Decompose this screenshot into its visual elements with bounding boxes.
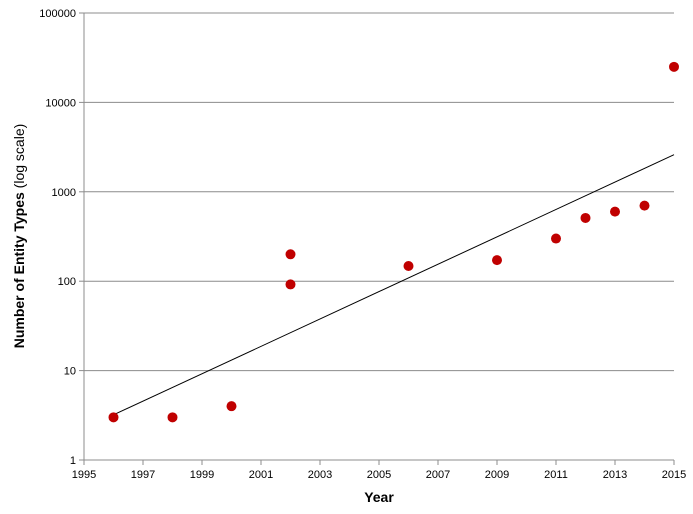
axes (79, 12, 675, 465)
x-tick-label: 2001 (249, 469, 273, 481)
data-point (669, 61, 679, 72)
x-tick-label: 1997 (131, 469, 155, 481)
data-point (610, 206, 620, 217)
x-tick-label: 1999 (190, 469, 214, 481)
y-tick-label: 1 (70, 455, 76, 467)
y-axis-title-main: Number of Entity Types (11, 192, 27, 348)
data-point (285, 249, 296, 260)
x-tick-label: 2003 (308, 469, 332, 481)
x-tick-label: 1995 (72, 469, 96, 481)
data-point (639, 200, 650, 211)
y-tick-label: 1000 (52, 187, 76, 199)
y-axis-title-suffix: (log scale) (11, 124, 27, 189)
y-tick-label: 100000 (39, 8, 76, 20)
x-tick-labels: 1995 1997 1999 2001 2003 2005 2007 2009 2011 2013… (72, 469, 686, 481)
x-tick-label: 2015 (662, 469, 686, 481)
y-tick-label: 10000 (45, 97, 76, 109)
x-tick-label: 2009 (485, 469, 509, 481)
x-tick-label: 2005 (367, 469, 391, 481)
x-tick-label: 2011 (544, 469, 568, 481)
x-tick-label: 2013 (603, 469, 627, 481)
x-tick-label: 2007 (426, 469, 450, 481)
data-point (108, 412, 119, 423)
data-points (108, 61, 679, 423)
data-point (285, 279, 296, 290)
y-axis-title: Number of Entity Types (log scale) (11, 124, 27, 349)
trendline (113, 154, 675, 416)
data-point (551, 233, 561, 244)
data-point (403, 260, 414, 271)
y-tick-labels: 1 10 100 1000 10000 100000 (39, 8, 76, 467)
y-tick-label: 100 (58, 276, 76, 288)
data-point (226, 401, 237, 412)
x-axis-title: Year (364, 489, 394, 505)
grid-lines (84, 12, 674, 372)
y-tick-label: 10 (64, 366, 76, 378)
data-point (492, 255, 502, 266)
data-point (580, 212, 591, 223)
trendline-group (113, 154, 675, 416)
data-point (167, 412, 178, 423)
